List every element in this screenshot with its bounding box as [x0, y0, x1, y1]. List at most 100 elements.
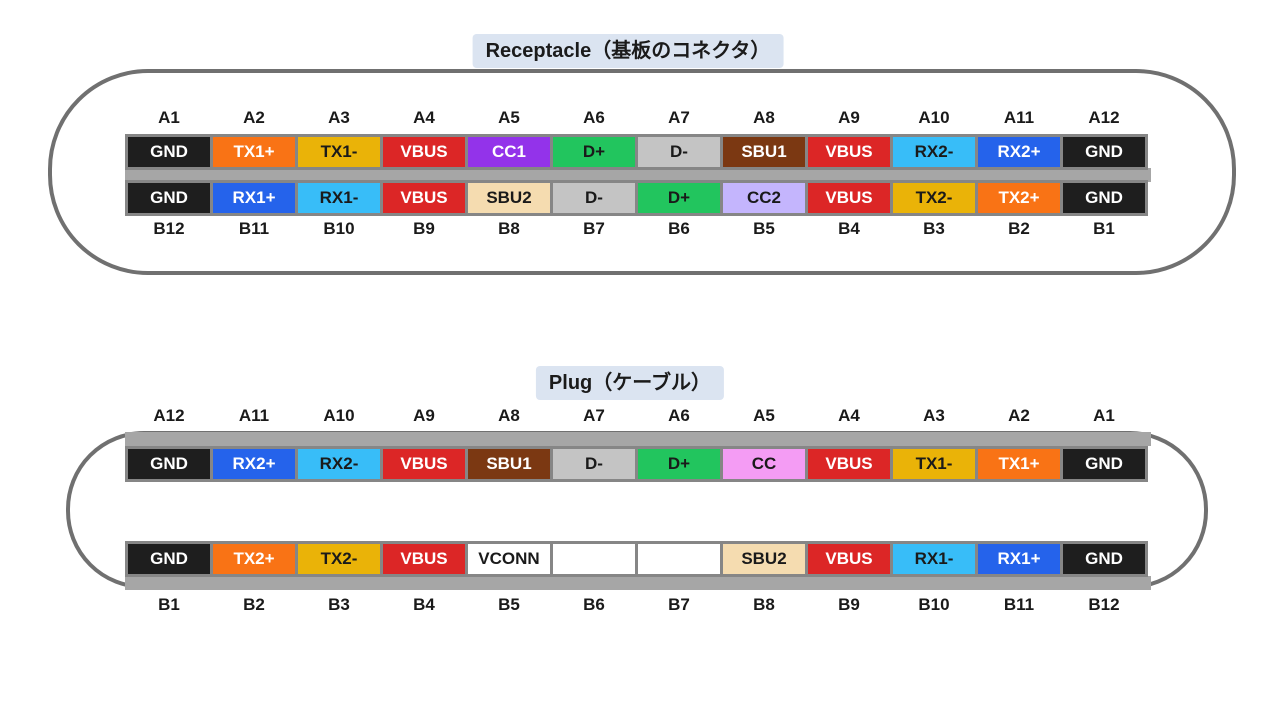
pin-number-label: A1: [1093, 406, 1115, 425]
pin-number-label: B7: [668, 595, 690, 614]
pin-cell: CC: [723, 449, 805, 479]
pin-number-label: B9: [838, 595, 860, 614]
pin-number-label: A3: [328, 108, 350, 127]
pin-cell: SBU2: [468, 183, 550, 213]
pin-cell: TX1-: [298, 137, 380, 167]
plug-bottom-strip: [125, 576, 1151, 590]
pin-cell: D-: [553, 449, 635, 479]
pin-number-label: A7: [668, 108, 690, 127]
pin-number-label: B4: [838, 219, 860, 238]
pin-number-label: B6: [668, 219, 690, 238]
pin-number-label: A11: [1003, 108, 1035, 127]
pin-cell: RX2-: [298, 449, 380, 479]
pin-cell: TX2-: [298, 544, 380, 574]
pin-number-label: A5: [498, 108, 520, 127]
pin-number-label: B3: [923, 219, 945, 238]
receptacle-title: Receptacle（基板のコネクタ）: [472, 34, 784, 68]
pin-cell: VBUS: [383, 544, 465, 574]
pin-number-label: B3: [328, 595, 350, 614]
pin-number-label: B2: [243, 595, 265, 614]
pin-number-label: A7: [583, 406, 605, 425]
pin-cell: D+: [638, 183, 720, 213]
receptacle-shell: [48, 69, 1236, 275]
pin-cell: RX1+: [213, 183, 295, 213]
pin-number-label: A9: [413, 406, 435, 425]
pin-number-label: B8: [498, 219, 520, 238]
pin-number-label: A3: [923, 406, 945, 425]
pin-cell: VBUS: [808, 183, 890, 213]
pin-number-label: A12: [153, 406, 185, 425]
pin-number-label: B1: [158, 595, 180, 614]
pin-number-label: A6: [583, 108, 605, 127]
plug-bottom-labels: B1 B2 B3 B4 B5 B6 B7 B8 B9 B10 B11 B12: [128, 594, 1145, 616]
receptacle-bottom-row: GND RX1+ RX1- VBUS SBU2 D- D+ CC2 VBUS TX2- TX2+ GN…: [125, 180, 1148, 216]
pin-cell: RX2+: [213, 449, 295, 479]
pin-number-label: A2: [1008, 406, 1030, 425]
pin-cell: TX2+: [978, 183, 1060, 213]
pin-number-label: A4: [413, 108, 435, 127]
pin-cell: GND: [128, 137, 210, 167]
pin-number-label: A2: [243, 108, 265, 127]
pin-cell: GND: [128, 449, 210, 479]
pin-number-label: B4: [413, 595, 435, 614]
pin-number-label: B9: [413, 219, 435, 238]
pin-cell: GND: [1063, 544, 1145, 574]
pin-cell: TX1-: [893, 449, 975, 479]
plug-bottom-row: GND TX2+ TX2- VBUS VCONN SBU2 VBUS RX1- RX1+ GND: [125, 541, 1148, 577]
pin-number-label: B2: [1008, 219, 1030, 238]
pin-cell: SBU1: [468, 449, 550, 479]
pin-cell: VCONN: [468, 544, 550, 574]
pin-cell: RX2+: [978, 137, 1060, 167]
pin-cell: GND: [1063, 137, 1145, 167]
pin-number-label: A9: [838, 108, 860, 127]
pin-cell: VBUS: [383, 449, 465, 479]
receptacle-tongue: [125, 168, 1151, 182]
pin-cell: GND: [128, 183, 210, 213]
pin-number-label: A11: [238, 406, 270, 425]
pin-number-label: A10: [323, 406, 355, 425]
pin-cell: RX1+: [978, 544, 1060, 574]
pin-cell: SBU2: [723, 544, 805, 574]
pin-number-label: B5: [753, 219, 775, 238]
pin-number-label: A1: [158, 108, 180, 127]
pin-cell: GND: [1063, 183, 1145, 213]
receptacle-bottom-labels: B12 B11 B10 B9 B8 B7 B6 B5 B4 B3 B2 B1: [128, 218, 1145, 240]
plug-title: Plug（ケーブル）: [535, 366, 725, 400]
pin-cell: D+: [553, 137, 635, 167]
pin-number-label: A5: [753, 406, 775, 425]
pin-number-label: B7: [583, 219, 605, 238]
pin-number-label: B12: [153, 219, 185, 238]
plug-top-row: GND RX2+ RX2- VBUS SBU1 D- D+ CC VBUS TX1- TX1+ GND: [125, 446, 1148, 482]
pin-number-label: A4: [838, 406, 860, 425]
pin-cell: TX2+: [213, 544, 295, 574]
pin-cell: GND: [1063, 449, 1145, 479]
plug-top-labels: A12 A11 A10 A9 A8 A7 A6 A5 A4 A3 A2 A1: [128, 405, 1145, 427]
pin-number-label: B11: [238, 219, 270, 238]
pin-cell: VBUS: [383, 137, 465, 167]
pin-number-label: A10: [918, 108, 950, 127]
plug-top-strip: [125, 432, 1151, 446]
pin-cell: RX1-: [893, 544, 975, 574]
pin-number-label: B10: [918, 595, 950, 614]
pin-cell: TX2-: [893, 183, 975, 213]
pin-cell: CC2: [723, 183, 805, 213]
pin-cell: GND: [128, 544, 210, 574]
pin-cell: CC1: [468, 137, 550, 167]
pin-number-label: B5: [498, 595, 520, 614]
pin-cell: [638, 544, 720, 574]
receptacle-top-labels: A1 A2 A3 A4 A5 A6 A7 A8 A9 A10 A11 A12: [128, 107, 1145, 129]
pin-number-label: B12: [1088, 595, 1120, 614]
pin-cell: [553, 544, 635, 574]
pin-cell: VBUS: [808, 137, 890, 167]
pin-number-label: A6: [668, 406, 690, 425]
pin-cell: RX1-: [298, 183, 380, 213]
pin-cell: D+: [638, 449, 720, 479]
pin-cell: TX1+: [978, 449, 1060, 479]
pin-cell: VBUS: [383, 183, 465, 213]
pin-number-label: B10: [323, 219, 355, 238]
pin-cell: VBUS: [808, 544, 890, 574]
pin-cell: TX1+: [213, 137, 295, 167]
pin-cell: D-: [638, 137, 720, 167]
pin-cell: SBU1: [723, 137, 805, 167]
pin-number-label: B1: [1093, 219, 1115, 238]
